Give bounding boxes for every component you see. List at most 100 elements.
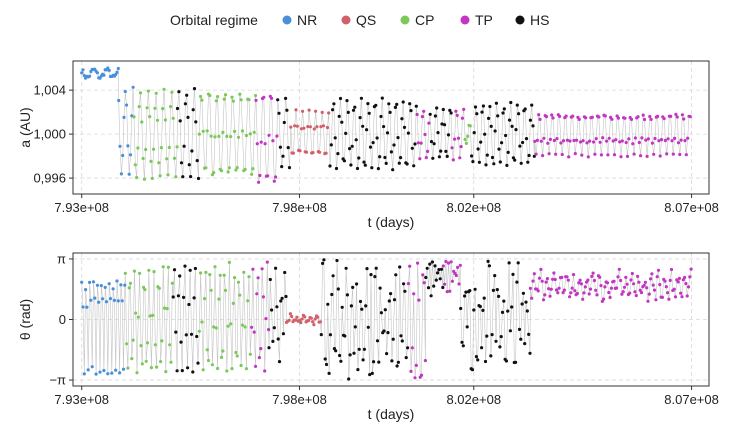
legend-label-cp: CP [415,12,434,28]
data-point-tp [568,295,572,299]
data-point-hs [339,359,343,363]
data-point-cp [134,311,138,315]
data-point-hs [414,104,418,108]
data-point-hs [196,176,201,181]
data-point-nr [97,300,101,304]
data-point-tp [615,286,619,290]
data-point-hs [385,352,389,356]
data-point-tp [416,141,420,145]
data-point-tp [410,346,414,350]
data-point-cp [223,93,228,97]
data-point-nr [95,283,99,287]
data-point-hs [406,346,410,350]
data-point-hs [486,259,490,263]
data-point-hs [388,110,392,114]
data-point-hs [496,114,500,118]
data-point-tp [538,117,542,121]
data-point-hs [517,327,522,331]
data-point-hs [174,330,178,334]
data-point-nr [115,70,119,74]
data-point-hs [510,305,514,309]
data-point-cp [137,105,141,109]
data-point-tp [630,271,634,276]
data-point-cp [226,324,230,328]
data-point-hs [504,359,508,363]
data-point-tp [597,115,601,119]
data-point-qs [301,109,305,113]
data-point-hs [507,118,512,122]
data-point-cp [209,288,213,292]
data-point-hs [530,103,534,107]
data-point-nr [111,287,115,291]
data-point-hs [413,142,417,146]
data-point-tp [639,291,644,295]
data-point-cp [132,269,136,273]
data-point-tp [544,115,549,119]
data-point-hs [191,370,195,374]
data-point-qs [294,318,298,322]
data-point-hs [383,155,387,160]
data-point-tp [454,273,458,278]
data-point-qs [300,317,304,321]
data-point-tp [594,137,598,141]
data-point-tp [663,279,667,283]
top-y-axis-label: a (AU) [17,107,33,147]
data-point-hs [180,369,184,373]
data-point-tp [450,279,454,283]
data-point-hs [402,125,407,129]
data-point-tp [664,285,668,289]
data-point-hs [481,308,485,312]
data-point-tp [689,267,693,271]
data-point-cp [164,370,168,374]
data-point-nr [80,280,84,284]
data-point-tp [595,293,599,297]
data-point-cp [140,120,144,124]
data-point-hs [386,331,390,335]
data-point-hs [449,111,453,115]
data-point-hs [374,103,378,107]
data-point-hs [324,362,329,367]
data-point-tp [255,292,259,296]
data-point-qs [295,315,299,319]
legend-title: Orbital regime [170,12,258,28]
data-point-cp [145,341,150,345]
data-point-tp [260,267,264,271]
data-point-tp [581,297,585,301]
data-point-hs [379,311,383,315]
data-point-hs [379,114,383,119]
data-point-nr [107,282,111,286]
data-point-hs [362,347,366,351]
data-point-qs [307,108,311,112]
data-point-hs [349,163,353,167]
data-point-cp [221,349,225,353]
data-point-tp [573,152,577,156]
data-point-cp [214,99,218,103]
data-point-cp [223,288,228,292]
data-point-tp [612,279,616,283]
data-point-nr [101,297,105,301]
data-point-hs [510,124,514,128]
data-point-cp [217,134,221,138]
legend-swatch-qs [341,15,351,25]
data-point-hs [367,111,371,115]
data-point-qs [318,150,322,154]
data-point-hs [189,175,193,179]
data-point-tp [647,292,651,296]
data-point-tp [676,280,680,284]
data-point-cp [233,129,237,133]
data-point-hs [499,335,503,339]
data-point-tp [406,282,410,286]
data-point-tp [633,290,637,294]
data-point-cp [167,145,171,150]
data-point-tp [259,347,263,351]
data-point-tp [614,138,618,142]
data-point-hs [280,165,284,169]
data-point-cp [229,322,233,326]
data-point-tp [547,152,551,156]
data-point-qs [318,320,322,324]
data-point-hs [191,108,195,112]
data-point-nr [89,298,93,302]
data-point-tp [601,136,605,140]
data-point-qs [325,125,329,130]
data-point-tp [552,138,557,143]
